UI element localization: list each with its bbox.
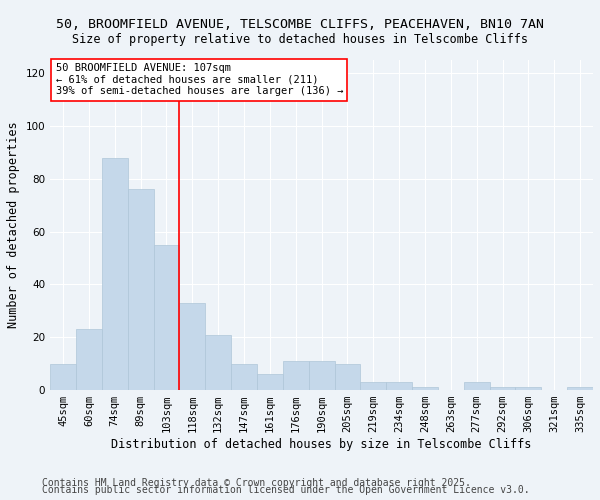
Bar [490, 388, 515, 390]
Bar [335, 364, 361, 390]
Bar [567, 388, 593, 390]
Bar [515, 388, 541, 390]
Bar [464, 382, 490, 390]
Y-axis label: Number of detached properties: Number of detached properties [7, 122, 20, 328]
Bar [154, 245, 179, 390]
Bar [231, 364, 257, 390]
X-axis label: Distribution of detached houses by size in Telscombe Cliffs: Distribution of detached houses by size … [112, 438, 532, 451]
Bar [102, 158, 128, 390]
Text: 50 BROOMFIELD AVENUE: 107sqm
← 61% of detached houses are smaller (211)
39% of s: 50 BROOMFIELD AVENUE: 107sqm ← 61% of de… [56, 64, 343, 96]
Bar [412, 388, 438, 390]
Text: Contains HM Land Registry data © Crown copyright and database right 2025.: Contains HM Land Registry data © Crown c… [42, 478, 471, 488]
Bar [257, 374, 283, 390]
Text: 50, BROOMFIELD AVENUE, TELSCOMBE CLIFFS, PEACEHAVEN, BN10 7AN: 50, BROOMFIELD AVENUE, TELSCOMBE CLIFFS,… [56, 18, 544, 30]
Bar [386, 382, 412, 390]
Bar [205, 334, 231, 390]
Bar [361, 382, 386, 390]
Bar [76, 330, 102, 390]
Bar [128, 190, 154, 390]
Text: Size of property relative to detached houses in Telscombe Cliffs: Size of property relative to detached ho… [72, 32, 528, 46]
Text: Contains public sector information licensed under the Open Government Licence v3: Contains public sector information licen… [42, 485, 530, 495]
Bar [283, 361, 308, 390]
Bar [308, 361, 335, 390]
Bar [50, 364, 76, 390]
Bar [179, 303, 205, 390]
